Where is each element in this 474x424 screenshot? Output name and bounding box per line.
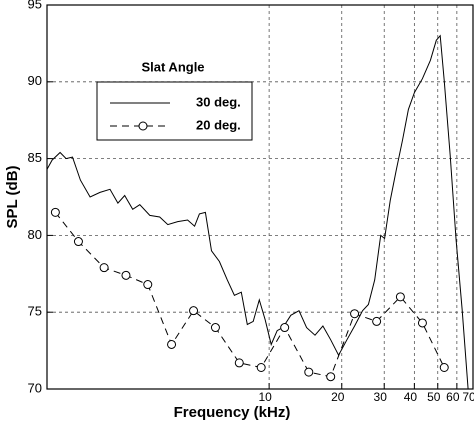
legend-title: Slat Angle: [141, 59, 204, 74]
plot-frame: [46, 4, 474, 390]
data-point: [439, 362, 449, 372]
x-tick-label: 30: [374, 390, 388, 404]
data-point: [372, 316, 382, 326]
y-tick-label: 95: [28, 0, 42, 11]
y-axis-label: SPL (dB): [4, 165, 21, 228]
data-point: [417, 318, 427, 328]
y-tick-label: 75: [28, 304, 42, 319]
data-point: [50, 207, 60, 217]
legend-box: [96, 81, 253, 141]
legend-marker: [138, 121, 148, 131]
x-tick-label: 20: [331, 390, 345, 404]
series-line: [46, 34, 469, 390]
data-point: [395, 292, 405, 302]
x-tick-label: 50: [427, 390, 441, 404]
data-point: [73, 237, 83, 247]
data-point: [326, 372, 336, 382]
data-point: [189, 306, 199, 316]
data-point: [167, 339, 177, 349]
data-point: [350, 309, 360, 319]
y-tick-label: 80: [28, 227, 42, 242]
data-point: [143, 280, 153, 290]
x-tick-label: 60: [446, 390, 460, 404]
legend-label: 30 deg.: [196, 94, 241, 109]
data-point: [256, 362, 266, 372]
data-point: [280, 323, 290, 333]
y-tick-label: 70: [28, 380, 42, 395]
x-tick-label: 70: [462, 390, 474, 404]
x-tick-label: 10: [258, 390, 272, 404]
series-line: [55, 212, 445, 378]
data-point: [99, 263, 109, 273]
x-axis-label: Frequency (kHz): [174, 404, 291, 421]
legend-label: 20 deg.: [196, 117, 241, 132]
y-tick-label: 85: [28, 150, 42, 165]
data-point: [304, 367, 314, 377]
y-tick-label: 90: [28, 73, 42, 88]
data-point: [121, 270, 131, 280]
x-tick-label: 40: [404, 390, 418, 404]
data-point: [210, 323, 220, 333]
data-point: [234, 358, 244, 368]
